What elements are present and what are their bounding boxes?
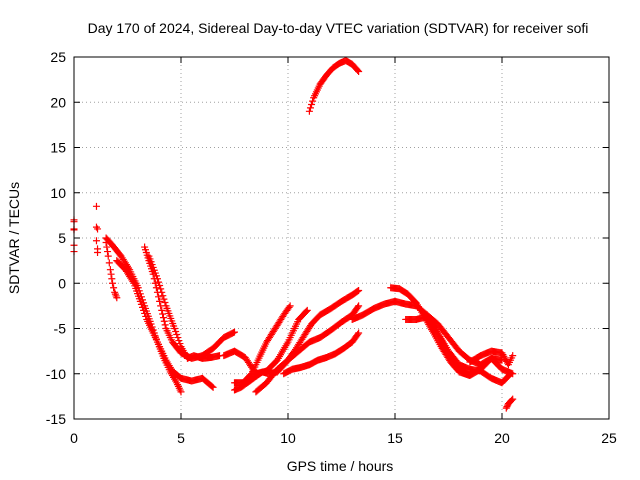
data-point xyxy=(508,396,516,404)
data-point xyxy=(155,293,163,301)
data-point xyxy=(159,292,167,300)
data-point xyxy=(308,101,316,109)
data-point xyxy=(208,382,216,390)
data-point xyxy=(286,302,294,310)
data-point xyxy=(176,340,184,348)
y-tick-label: -5 xyxy=(54,321,67,337)
data-point xyxy=(354,303,362,311)
data-point xyxy=(111,290,119,298)
data-point xyxy=(105,259,113,267)
data-point xyxy=(502,404,510,412)
data-point xyxy=(231,328,238,336)
data-point xyxy=(172,328,180,336)
x-axis-label: GPS time / hours xyxy=(287,458,394,474)
data-point xyxy=(309,97,317,105)
data-point xyxy=(141,309,149,317)
chart-title: Day 170 of 2024, Sidereal Day-to-day VTE… xyxy=(88,20,589,36)
data-point xyxy=(354,330,362,338)
data-point xyxy=(306,104,314,112)
grid-lines xyxy=(74,57,609,419)
data-point xyxy=(157,285,165,293)
data-point xyxy=(92,223,100,231)
data-point xyxy=(355,329,363,337)
data-point xyxy=(151,279,159,287)
data-point xyxy=(136,297,144,305)
data-point xyxy=(159,314,167,322)
data-point xyxy=(285,303,293,311)
data-point xyxy=(302,307,310,315)
data-point xyxy=(158,288,166,296)
data-point xyxy=(173,331,181,339)
data-point xyxy=(103,243,111,251)
x-tick-label: 15 xyxy=(387,430,403,446)
y-tick-label: 25 xyxy=(50,49,66,65)
data-point xyxy=(94,225,102,233)
data-point xyxy=(161,321,169,329)
data-point xyxy=(94,248,102,256)
data-point xyxy=(156,282,164,290)
y-tick-label: 15 xyxy=(50,140,66,156)
data-point xyxy=(107,270,115,278)
data-point xyxy=(158,306,166,314)
data-point xyxy=(160,295,168,303)
x-tick-label: 20 xyxy=(494,430,510,446)
x-tick-label: 0 xyxy=(70,430,78,446)
y-tick-label: -15 xyxy=(46,411,66,427)
data-point xyxy=(108,275,116,283)
data-point xyxy=(106,266,114,274)
data-point xyxy=(113,294,121,302)
data-point xyxy=(138,303,146,311)
x-tick-label: 5 xyxy=(177,430,185,446)
data-point xyxy=(153,275,161,283)
data-point xyxy=(175,337,183,345)
data-point xyxy=(209,383,217,391)
data-point xyxy=(129,278,137,286)
x-tick-label: 10 xyxy=(280,430,296,446)
y-tick-label: -10 xyxy=(46,366,66,382)
axis-ticks: 0 5 10 15 20 25 -15 -10 -5 0 5 10 15 20 25 xyxy=(46,49,617,446)
data-point xyxy=(177,388,185,396)
data-point xyxy=(140,306,148,314)
data-point xyxy=(354,287,362,295)
data-point xyxy=(354,66,362,74)
data-point xyxy=(104,248,112,256)
data-points xyxy=(70,57,517,412)
data-point xyxy=(92,237,100,245)
data-point xyxy=(92,202,100,210)
data-point xyxy=(142,312,150,320)
data-point xyxy=(355,286,363,294)
data-point xyxy=(160,317,168,325)
data-point xyxy=(174,334,182,342)
data-point xyxy=(509,395,517,403)
data-point xyxy=(355,302,363,310)
x-tick-label: 25 xyxy=(601,430,617,446)
data-point xyxy=(161,298,169,306)
data-point xyxy=(509,352,517,360)
data-point xyxy=(112,292,120,300)
data-point xyxy=(156,297,164,305)
y-tick-label: 5 xyxy=(58,230,66,246)
data-point xyxy=(159,310,167,318)
y-tick-label: 10 xyxy=(50,185,66,201)
y-tick-label: 0 xyxy=(58,275,66,291)
data-point xyxy=(109,279,117,287)
y-tick-label: 20 xyxy=(50,94,66,110)
data-point xyxy=(110,284,118,292)
data-point xyxy=(355,67,363,75)
data-point xyxy=(155,278,163,286)
data-point xyxy=(509,370,517,378)
data-point xyxy=(171,325,179,332)
data-point xyxy=(137,300,145,308)
data-point xyxy=(104,252,112,260)
data-point xyxy=(303,306,311,314)
data-point xyxy=(503,403,511,411)
y-axis-label: SDTVAR / TECUs xyxy=(6,182,22,294)
data-point xyxy=(305,107,313,115)
